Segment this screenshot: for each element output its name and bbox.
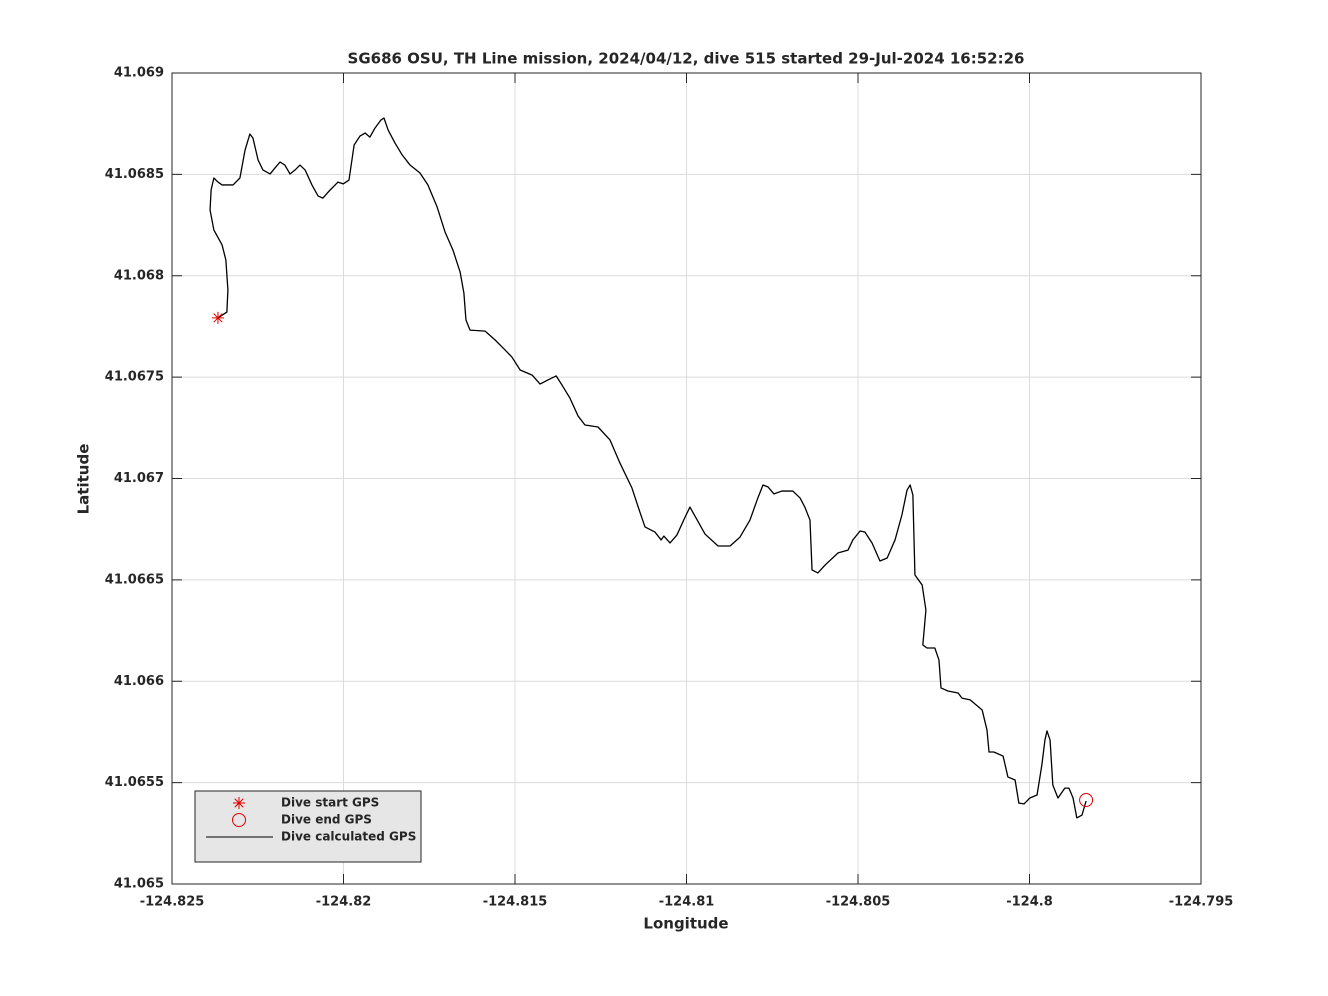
track-line — [209, 117, 1087, 819]
y-tick-label: 41.067 — [114, 471, 164, 486]
y-tick-label: 41.0685 — [105, 167, 164, 182]
y-tick-label: 41.0675 — [105, 370, 164, 385]
legend-swatch — [232, 813, 246, 827]
y-axis-label: Latitude — [75, 444, 93, 515]
legend-swatch — [233, 797, 245, 809]
chart-title: SG686 OSU, TH Line mission, 2024/04/12, … — [348, 50, 1025, 68]
x-tick-label: -124.81 — [659, 895, 715, 910]
y-tick-label: 41.0655 — [105, 775, 164, 790]
y-tick-label: 41.065 — [114, 877, 164, 892]
y-tick-label: 41.066 — [114, 674, 164, 689]
gps-marker — [211, 311, 224, 324]
legend-label: Dive start GPS — [281, 796, 379, 810]
x-axis-label: Longitude — [643, 915, 728, 933]
x-tick-label: -124.82 — [316, 895, 372, 910]
x-tick-label: -124.815 — [483, 895, 548, 910]
x-tick-label: -124.795 — [1169, 895, 1234, 910]
x-tick-label: -124.825 — [140, 895, 205, 910]
x-tick-label: -124.805 — [826, 895, 891, 910]
y-tick-label: 41.0665 — [105, 572, 164, 587]
plot-frame — [171, 72, 1202, 885]
x-tick-label: -124.8 — [1006, 895, 1053, 910]
legend-label: Dive end GPS — [281, 813, 372, 827]
legend-box — [194, 790, 422, 863]
gps-marker — [1079, 793, 1094, 808]
legend-label: Dive calculated GPS — [281, 830, 416, 844]
y-tick-label: 41.068 — [114, 268, 164, 283]
y-tick-label: 41.069 — [114, 66, 164, 81]
